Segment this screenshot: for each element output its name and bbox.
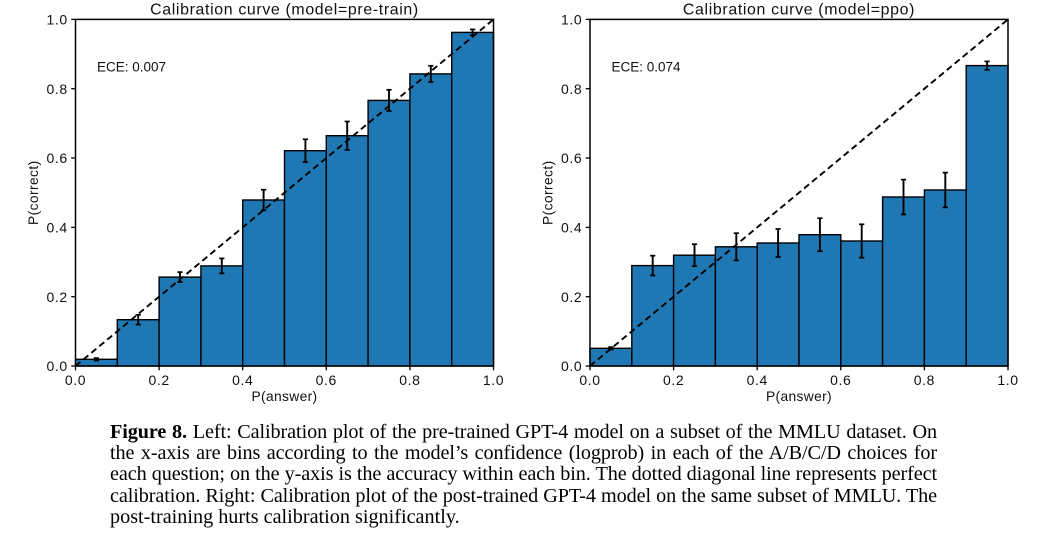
svg-text:0.6: 0.6 xyxy=(830,372,851,388)
svg-text:0.8: 0.8 xyxy=(47,81,68,97)
svg-text:1.0: 1.0 xyxy=(483,372,504,388)
svg-text:P(answer): P(answer) xyxy=(766,389,832,404)
svg-text:0.0: 0.0 xyxy=(579,372,600,388)
svg-text:Calibration curve (model=ppo): Calibration curve (model=ppo) xyxy=(683,1,915,18)
svg-text:0.2: 0.2 xyxy=(663,372,684,388)
svg-text:0.0: 0.0 xyxy=(65,372,86,388)
svg-text:0.4: 0.4 xyxy=(747,372,768,388)
svg-text:ECE: 0.074: ECE: 0.074 xyxy=(612,60,682,75)
svg-text:1.0: 1.0 xyxy=(561,12,582,28)
svg-text:P(correct): P(correct) xyxy=(26,160,41,225)
svg-text:0.6: 0.6 xyxy=(316,372,337,388)
svg-text:0.0: 0.0 xyxy=(561,358,582,374)
svg-text:0.0: 0.0 xyxy=(47,358,68,374)
svg-text:ECE: 0.007: ECE: 0.007 xyxy=(97,60,166,75)
svg-text:0.2: 0.2 xyxy=(561,289,582,305)
svg-text:0.2: 0.2 xyxy=(47,289,68,305)
svg-text:0.2: 0.2 xyxy=(148,372,169,388)
svg-text:0.8: 0.8 xyxy=(914,372,935,388)
svg-text:0.4: 0.4 xyxy=(561,220,582,236)
svg-text:1.0: 1.0 xyxy=(997,372,1018,388)
svg-text:0.4: 0.4 xyxy=(232,372,253,388)
svg-text:P(answer): P(answer) xyxy=(251,389,317,404)
svg-text:0.6: 0.6 xyxy=(561,150,582,166)
svg-text:0.4: 0.4 xyxy=(47,220,68,236)
svg-text:Calibration curve (model=pre-t: Calibration curve (model=pre-train) xyxy=(150,1,419,18)
svg-text:0.8: 0.8 xyxy=(399,372,420,388)
svg-text:P(correct): P(correct) xyxy=(541,160,556,225)
svg-text:0.6: 0.6 xyxy=(47,150,68,166)
svg-text:0.8: 0.8 xyxy=(561,81,582,97)
svg-text:1.0: 1.0 xyxy=(47,12,68,28)
